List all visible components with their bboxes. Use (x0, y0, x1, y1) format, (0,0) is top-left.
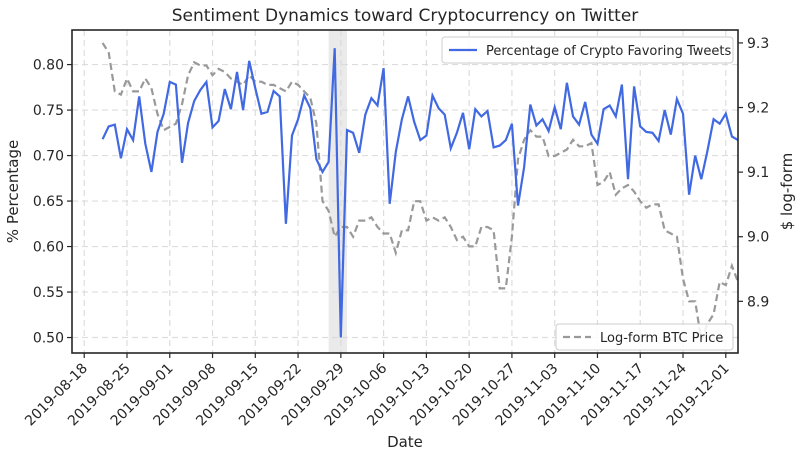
y2-tick-label: 9.3 (747, 36, 769, 52)
y2-tick-label: 9.0 (747, 230, 769, 246)
y2-axis-label: $ log-form (778, 153, 796, 231)
y-tick-label: 0.75 (33, 103, 64, 119)
y-axis-left: 0.50 0.55 0.60 0.65 0.70 0.75 0.80 (33, 58, 72, 347)
y2-tick-label: 8.9 (747, 294, 769, 310)
y2-tick-label: 9.2 (747, 101, 769, 117)
y-tick-label: 0.65 (33, 194, 64, 210)
legend-box (555, 323, 734, 351)
sentiment-line (101, 48, 739, 338)
btc-price-line (101, 42, 740, 345)
legend-box (441, 36, 734, 64)
legend-label-sentiment: Percentage of Crypto Favoring Tweets (486, 44, 731, 59)
y-tick-label: 0.50 (33, 331, 64, 347)
x-axis-label: Date (387, 433, 423, 451)
y2-tick-label: 9.1 (747, 165, 769, 181)
plot-frame (71, 29, 739, 354)
y-axis-right: 8.9 9.0 9.1 9.2 9.3 (738, 36, 769, 310)
chart-title: Sentiment Dynamics toward Cryptocurrency… (172, 6, 639, 26)
y-axis-label: % Percentage (4, 140, 22, 243)
legend-sentiment: Percentage of Crypto Favoring Tweets (441, 36, 734, 64)
grid-lines (72, 30, 738, 353)
y-tick-label: 0.80 (33, 58, 64, 74)
x-axis: 2019-08-182019-08-252019-09-012019-09-08… (22, 353, 733, 429)
y-tick-label: 0.70 (33, 149, 64, 165)
y-tick-label: 0.60 (33, 240, 64, 256)
legend-label-btc: Log-form BTC Price (600, 331, 723, 346)
legend-btc: Log-form BTC Price (555, 323, 734, 351)
y-tick-label: 0.55 (33, 285, 64, 301)
